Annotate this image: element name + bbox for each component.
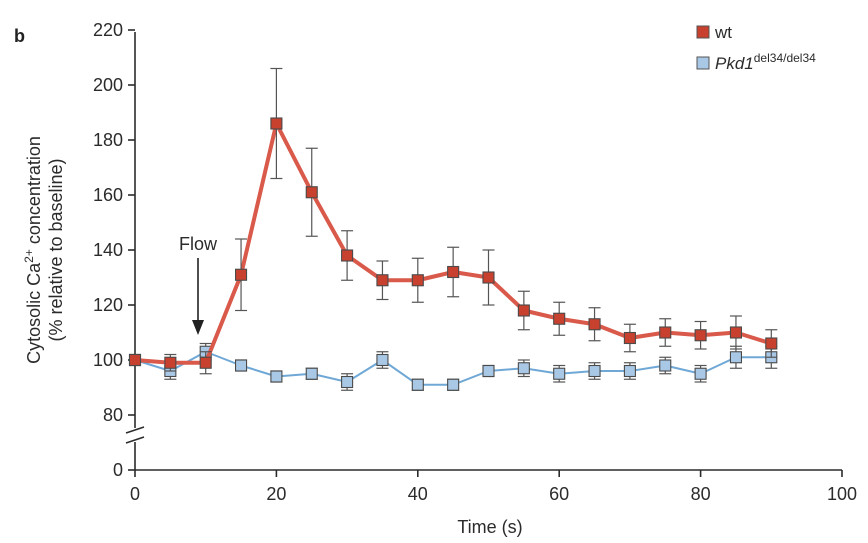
legend-swatch-pkd1 bbox=[696, 56, 710, 70]
y-axis-title-line2: (% relative to baseline) bbox=[46, 158, 66, 341]
data-point bbox=[659, 326, 672, 339]
y-axis-title-main: Cytosolic Ca bbox=[24, 262, 44, 364]
data-point bbox=[623, 364, 636, 378]
data-point bbox=[729, 351, 743, 364]
y-tick-label: 140 bbox=[93, 240, 123, 260]
data-point bbox=[376, 274, 389, 287]
data-point bbox=[482, 271, 495, 284]
data-point bbox=[482, 364, 495, 378]
y-axis-title-end: concentration bbox=[24, 136, 44, 249]
legend-item-pkd1: Pkd1del34/del34 bbox=[696, 51, 816, 73]
y-axis-break-mark bbox=[125, 426, 145, 434]
data-point bbox=[270, 370, 283, 383]
legend: wt Pkd1del34/del34 bbox=[696, 23, 816, 73]
chart-marks bbox=[128, 67, 778, 391]
data-point bbox=[517, 362, 530, 375]
x-tick-label: 0 bbox=[130, 484, 140, 504]
data-point bbox=[376, 353, 389, 367]
data-point bbox=[729, 326, 743, 339]
y-axis-title-line1: Cytosolic Ca2+ concentration bbox=[22, 136, 44, 364]
x-tick-label: 100 bbox=[827, 484, 857, 504]
data-point bbox=[659, 359, 672, 372]
x-tick-label: 20 bbox=[266, 484, 286, 504]
y-tick-label: 220 bbox=[93, 20, 123, 40]
y-tick-label: 100 bbox=[93, 350, 123, 370]
data-point bbox=[553, 367, 566, 380]
y-axis-title-sup: 2+ bbox=[22, 249, 36, 263]
flow-annotation: Flow bbox=[179, 234, 218, 254]
x-tick-label: 80 bbox=[691, 484, 711, 504]
x-tick-label: 40 bbox=[408, 484, 428, 504]
series-1 bbox=[128, 342, 778, 391]
y-axis-title: Cytosolic Ca2+ concentration (% relative… bbox=[22, 136, 66, 364]
axes: 80 100 120 140 160 180 200 220 00 20 40 60 80 100 bbox=[93, 20, 857, 504]
legend-item-wt: wt bbox=[696, 23, 732, 42]
data-point bbox=[305, 367, 318, 380]
flow-arrow-head bbox=[192, 320, 204, 335]
data-point bbox=[411, 274, 424, 287]
data-point bbox=[235, 268, 248, 281]
data-point bbox=[270, 117, 283, 130]
legend-label-pkd1: Pkd1del34/del34 bbox=[715, 51, 816, 73]
data-point bbox=[553, 312, 566, 325]
data-point bbox=[694, 367, 707, 380]
data-point bbox=[164, 356, 177, 369]
data-point bbox=[447, 378, 460, 391]
data-point bbox=[305, 186, 318, 199]
data-point bbox=[235, 359, 248, 372]
y-tick-label: 200 bbox=[93, 75, 123, 95]
data-point bbox=[588, 364, 601, 378]
legend-label-pkd1-main: Pkd1 bbox=[715, 54, 754, 73]
y-tick-label: 160 bbox=[93, 185, 123, 205]
series-line bbox=[134, 121, 772, 365]
x-tick-label: 60 bbox=[549, 484, 569, 504]
data-point bbox=[128, 353, 142, 367]
panel-label: b bbox=[14, 26, 25, 46]
data-point bbox=[694, 329, 707, 342]
data-point bbox=[341, 249, 354, 262]
legend-swatch-wt bbox=[696, 25, 710, 39]
y-tick-label: 0 bbox=[113, 460, 123, 480]
y-axis-break-mark bbox=[125, 436, 145, 444]
data-point bbox=[517, 304, 530, 317]
data-point bbox=[623, 331, 636, 345]
legend-label-pkd1-sup: del34/del34 bbox=[754, 51, 816, 65]
y-tick-label: 80 bbox=[103, 405, 123, 425]
data-point bbox=[447, 265, 460, 279]
data-point bbox=[765, 337, 778, 350]
y-tick-label: 180 bbox=[93, 130, 123, 150]
data-point bbox=[199, 356, 212, 369]
data-point bbox=[341, 375, 354, 389]
series-0 bbox=[128, 67, 778, 375]
x-axis-title: Time (s) bbox=[457, 517, 522, 537]
data-point bbox=[411, 378, 424, 391]
legend-label-wt: wt bbox=[714, 23, 732, 42]
data-point bbox=[588, 318, 601, 331]
y-tick-label: 120 bbox=[93, 295, 123, 315]
